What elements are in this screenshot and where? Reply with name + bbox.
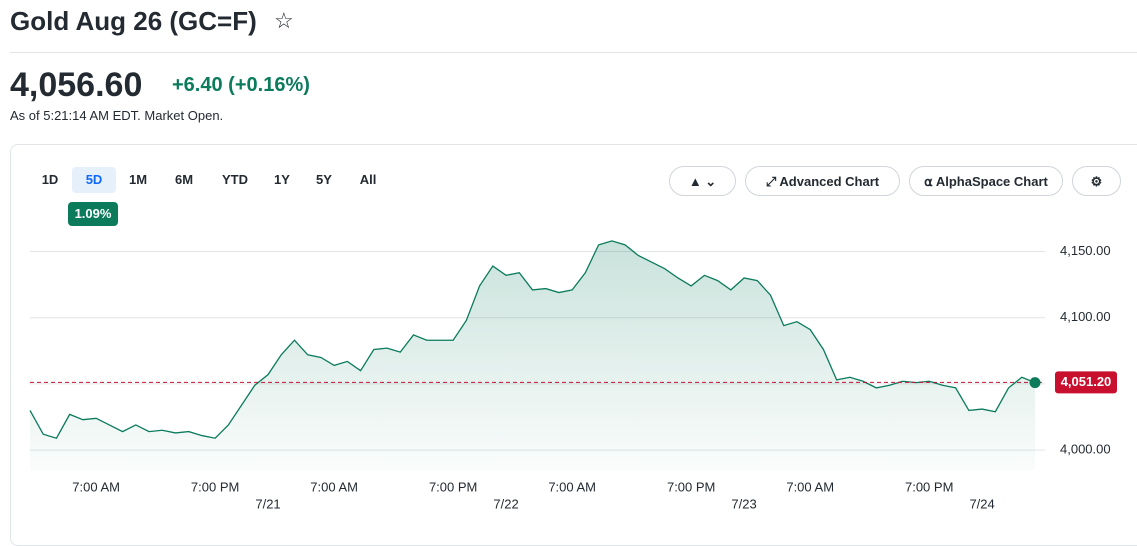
range-button[interactable]: 1D [41, 172, 59, 187]
date-label: 7/22 [493, 496, 518, 511]
area-fill [30, 240, 1035, 470]
divider [10, 52, 1137, 53]
alphaspace-button[interactable]: ⍺ AlphaSpace Chart [909, 166, 1063, 196]
chart-type-button[interactable]: ▲ ⌄ [669, 166, 736, 196]
price: 4,056.60 [10, 66, 143, 104]
y-tick-label: 4,150.00 [1060, 243, 1111, 258]
x-tick-label: 7:00 AM [310, 479, 358, 494]
change: +6.40 (+0.16%) [172, 74, 310, 97]
range-button[interactable]: 1Y [274, 172, 290, 187]
date-label: 7/21 [255, 496, 280, 511]
y-tick-label: 4,100.00 [1060, 309, 1111, 324]
advanced-chart-button[interactable]: ⤢ Advanced Chart [745, 166, 900, 196]
range-button[interactable]: YTD [222, 172, 248, 187]
button-label: AlphaSpace Chart [935, 174, 1048, 189]
page: Gold Aug 26 (GC=F) ☆ 4,056.60 +6.40 (+0.… [10, 6, 1137, 546]
x-tick-label: 7:00 PM [667, 479, 715, 494]
settings-button[interactable]: ⚙ [1072, 166, 1121, 196]
title: Gold Aug 26 (GC=F) [10, 6, 257, 36]
x-tick-label: 7:00 PM [429, 479, 477, 494]
x-tick-label: 7:00 PM [191, 479, 239, 494]
y-tick-label: 4,000.00 [1060, 442, 1111, 457]
as-of: As of 5:21:14 AM EDT. Market Open. [10, 108, 224, 123]
range-return: 1.09% [68, 202, 118, 226]
range-button[interactable]: 5D [72, 167, 116, 193]
range-button[interactable]: 6M [174, 172, 194, 187]
button-label: Advanced Chart [779, 174, 880, 189]
change-value: +6.40 [172, 74, 223, 96]
range-button[interactable]: All [359, 172, 377, 187]
star-icon[interactable]: ☆ [274, 8, 294, 33]
date-label: 7/24 [969, 496, 994, 511]
x-tick-label: 7:00 AM [548, 479, 596, 494]
last-point [1029, 377, 1041, 389]
chart: 4,000.004,050.004,100.004,150.007:00 AM7… [29, 240, 1117, 511]
reference-label: 4,051.20 [1061, 374, 1112, 389]
range-button[interactable]: 5Y [316, 172, 332, 187]
change-percent: (+0.16%) [228, 74, 310, 96]
reference-tag [1055, 371, 1117, 394]
range-button[interactable]: 1M [128, 172, 148, 187]
x-tick-label: 7:00 AM [72, 479, 120, 494]
date-label: 7/23 [731, 496, 756, 511]
price-line [29, 240, 1036, 439]
x-tick-label: 7:00 PM [905, 479, 953, 494]
x-tick-label: 7:00 AM [786, 479, 834, 494]
